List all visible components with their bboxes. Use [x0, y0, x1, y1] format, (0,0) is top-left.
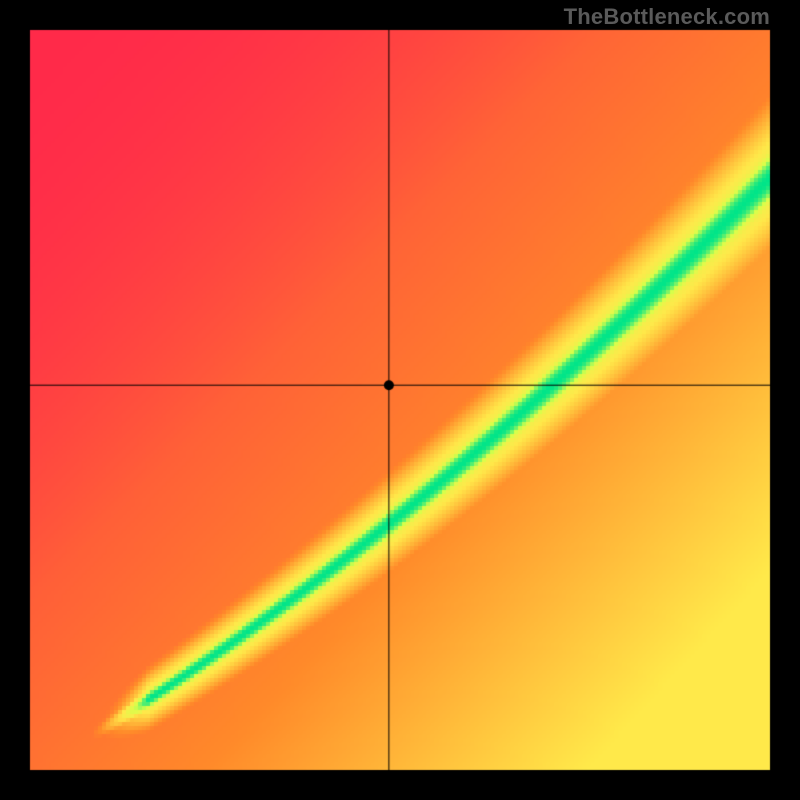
watermark: TheBottleneck.com [564, 4, 770, 30]
heatmap-canvas [0, 0, 800, 800]
chart-container: TheBottleneck.com [0, 0, 800, 800]
